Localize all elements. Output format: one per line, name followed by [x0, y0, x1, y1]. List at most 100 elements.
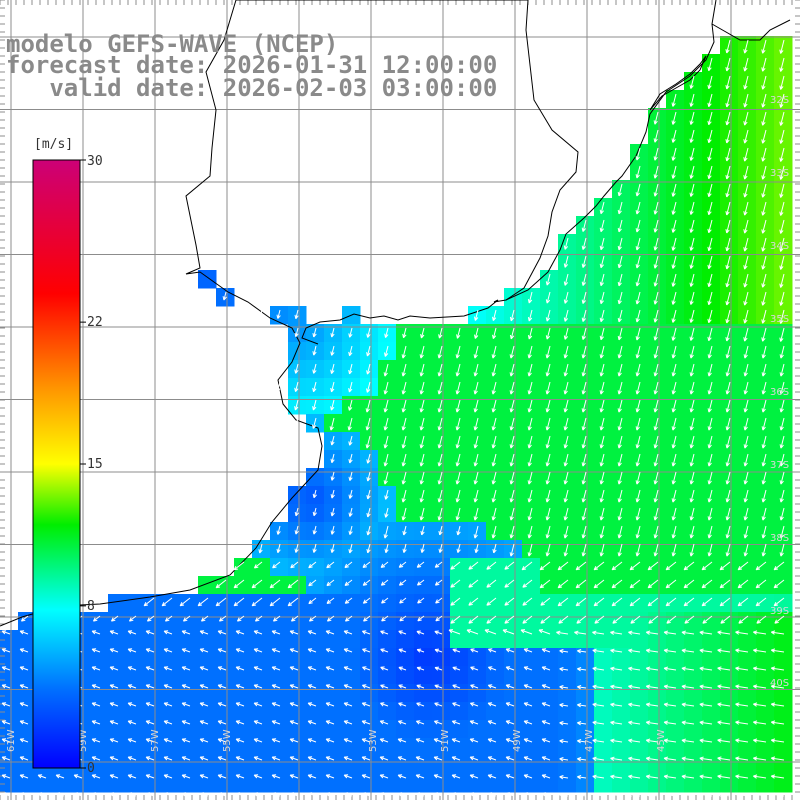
wind-cell	[774, 720, 793, 739]
wind-cell	[486, 684, 505, 703]
wind-cell	[702, 252, 721, 271]
wind-arrow	[779, 39, 785, 54]
wind-cell	[396, 576, 415, 595]
wind-cell	[612, 504, 631, 523]
wind-cell	[522, 630, 541, 649]
wind-cell	[756, 108, 775, 127]
wind-arrow	[755, 561, 767, 571]
wind-arrow	[217, 630, 227, 635]
wind-arrow	[401, 489, 407, 503]
wind-cell	[342, 324, 361, 343]
wind-cell	[252, 756, 271, 775]
wind-cell	[0, 648, 19, 667]
wind-arrow	[527, 381, 533, 395]
wind-arrow	[312, 381, 317, 393]
wind-cell	[522, 666, 541, 685]
wind-arrow	[366, 381, 371, 393]
wind-arrow	[689, 309, 695, 323]
wind-cell	[594, 450, 613, 469]
wind-arrow	[635, 399, 641, 413]
wind-cell	[396, 360, 415, 379]
wind-cell	[738, 468, 757, 487]
wind-cell	[432, 522, 451, 541]
wind-cell	[702, 486, 721, 505]
wind-arrow	[707, 219, 713, 234]
wind-arrow	[484, 629, 497, 635]
wind-arrow	[473, 453, 479, 467]
wind-cell	[576, 270, 595, 289]
wind-arrow	[743, 129, 749, 144]
wind-cell	[648, 342, 667, 361]
wind-cell	[432, 450, 451, 469]
wind-cell	[720, 162, 739, 181]
wind-arrow	[348, 381, 353, 393]
wind-cell	[738, 126, 757, 145]
wind-arrow	[487, 702, 497, 707]
wind-arrow	[761, 525, 767, 539]
wind-arrow	[699, 738, 713, 743]
wind-arrow	[753, 738, 767, 743]
wind-cell	[684, 414, 703, 433]
wind-arrow	[271, 738, 281, 743]
wind-arrow	[761, 309, 767, 324]
wind-cell	[594, 234, 613, 253]
wind-arrow	[653, 417, 659, 431]
wind-cell	[774, 450, 793, 469]
wind-cell	[666, 720, 685, 739]
wind-arrow	[473, 435, 479, 449]
wind-cell	[306, 468, 325, 487]
wind-arrow	[635, 507, 641, 521]
wind-arrow	[725, 525, 731, 539]
wind-cell	[756, 126, 775, 145]
wind-arrow	[635, 291, 641, 305]
wind-cell	[324, 450, 343, 469]
wind-cell	[432, 540, 451, 559]
wind-arrow	[253, 720, 263, 725]
wind-arrow	[325, 648, 335, 653]
wind-arrow	[127, 648, 137, 653]
wind-cell	[720, 144, 739, 163]
wind-cell	[630, 144, 649, 163]
wind-arrow	[348, 453, 353, 464]
wind-arrow	[617, 345, 623, 359]
wind-arrow	[707, 453, 713, 467]
wind-cell	[774, 522, 793, 541]
wind-arrow	[689, 453, 695, 467]
wind-cell	[630, 252, 649, 271]
wind-arrow	[743, 435, 749, 449]
wind-cell	[756, 180, 775, 199]
wind-arrow	[289, 738, 299, 743]
wind-cell	[594, 216, 613, 235]
wind-arrow	[91, 702, 101, 707]
wind-cell	[774, 36, 793, 55]
wind-cell	[720, 360, 739, 379]
wind-arrow	[163, 702, 173, 707]
wind-cell	[684, 396, 703, 415]
wind-arrow	[653, 147, 659, 161]
wind-cell	[360, 576, 379, 595]
wind-cell	[756, 378, 775, 397]
wind-arrow	[671, 363, 677, 377]
coastline	[0, 0, 791, 627]
wind-arrow	[401, 435, 407, 449]
wind-cell	[738, 144, 757, 163]
wind-arrow	[628, 792, 641, 797]
wind-arrow	[289, 702, 299, 707]
wind-cell	[522, 522, 541, 541]
wind-cell	[144, 612, 163, 631]
wind-arrow	[109, 702, 119, 707]
wind-cell	[396, 378, 415, 397]
wind-arrow	[671, 471, 677, 485]
wind-cell	[630, 630, 649, 649]
wind-arrow	[671, 381, 677, 395]
wind-arrow	[523, 648, 533, 653]
wind-arrow	[437, 381, 443, 395]
wind-cell	[720, 234, 739, 253]
wind-arrow	[628, 756, 641, 761]
wind-cell	[594, 594, 613, 613]
wind-arrow	[617, 507, 623, 521]
wind-cell	[684, 108, 703, 127]
wind-arrow	[645, 756, 659, 761]
wind-arrow	[689, 345, 695, 359]
wind-cell	[594, 720, 613, 739]
